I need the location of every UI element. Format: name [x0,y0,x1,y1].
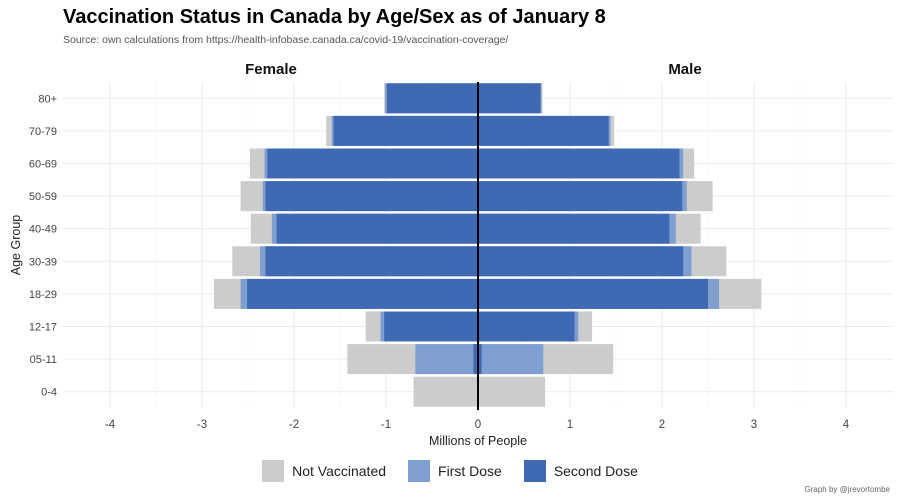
x-axis-title: Millions of People [429,434,527,448]
x-tick-label: -1 [381,419,391,431]
bar-female-not-vaccinated-0-4 [413,376,478,407]
legend: Not Vaccinated First Dose Second Dose [0,460,900,482]
legend-item-not-vaccinated: Not Vaccinated [262,460,386,482]
legend-item-second-dose: Second Dose [523,460,638,482]
y-tick-label: 70-79 [29,126,57,138]
bar-male-second-dose-50-59 [478,181,683,212]
bar-female-second-dose-60-69 [267,148,478,179]
bar-female-first-dose-05-11 [415,344,478,375]
bar-female-second-dose-50-59 [265,181,478,212]
chart-subtitle: Source: own calculations from https://he… [63,34,509,46]
chart-title: Vaccination Status in Canada by Age/Sex … [63,6,606,28]
population-pyramid-chart: 0-405-1112-1718-2930-3940-4950-5960-6970… [9,61,893,448]
x-tick-label: -4 [105,419,116,431]
x-tick-label: 0 [475,419,481,431]
legend-label-second-dose: Second Dose [553,463,638,479]
bar-female-second-dose-70-79 [333,115,478,146]
x-tick-label: 2 [659,419,665,431]
y-tick-label: 80+ [38,93,57,105]
bar-male-second-dose-40-49 [478,213,670,244]
y-tick-label: 50-59 [29,191,57,203]
bar-male-not-vaccinated-0-4 [478,376,546,407]
legend-swatch-first-dose [408,460,431,482]
x-tick-label: 3 [751,419,757,431]
y-tick-label: 12-17 [29,322,57,334]
bar-male-second-dose-80+ [478,83,541,114]
panel-label-male: Male [668,61,701,78]
bar-female-second-dose-40-49 [276,213,478,244]
x-tick-label: 4 [843,419,850,431]
x-tick-label: 1 [567,419,573,431]
legend-label-not-vaccinated: Not Vaccinated [292,463,387,479]
y-tick-label: 05-11 [30,354,57,366]
y-tick-label: 0-4 [41,387,57,399]
bar-male-second-dose-12-17 [478,311,575,342]
y-tick-label: 18-29 [29,289,57,301]
x-tick-label: -2 [289,419,299,431]
chart-caption: Graph by @jrevortombe [804,485,891,494]
bar-male-second-dose-05-11 [478,344,482,375]
y-tick-label: 60-69 [29,159,57,171]
x-tick-label: -3 [197,419,207,431]
bar-male-second-dose-60-69 [478,148,680,179]
bar-female-second-dose-30-39 [265,246,478,277]
legend-swatch-second-dose [523,460,546,482]
legend-item-first-dose: First Dose [408,460,502,482]
y-tick-label: 30-39 [29,256,57,268]
y-axis-title: Age Group [9,215,23,276]
bar-female-second-dose-12-17 [384,311,478,342]
legend-label-first-dose: First Dose [438,463,502,479]
panel-label-female: Female [245,61,297,78]
legend-swatch-not-vaccinated [262,460,285,482]
bar-female-second-dose-05-11 [473,344,478,375]
bar-male-second-dose-18-29 [478,278,708,309]
bar-male-second-dose-30-39 [478,246,684,277]
bar-male-second-dose-70-79 [478,115,609,146]
bar-female-second-dose-80+ [386,83,478,114]
y-tick-label: 40-49 [29,224,57,236]
bar-male-first-dose-05-11 [478,344,544,375]
bar-female-second-dose-18-29 [247,278,478,309]
